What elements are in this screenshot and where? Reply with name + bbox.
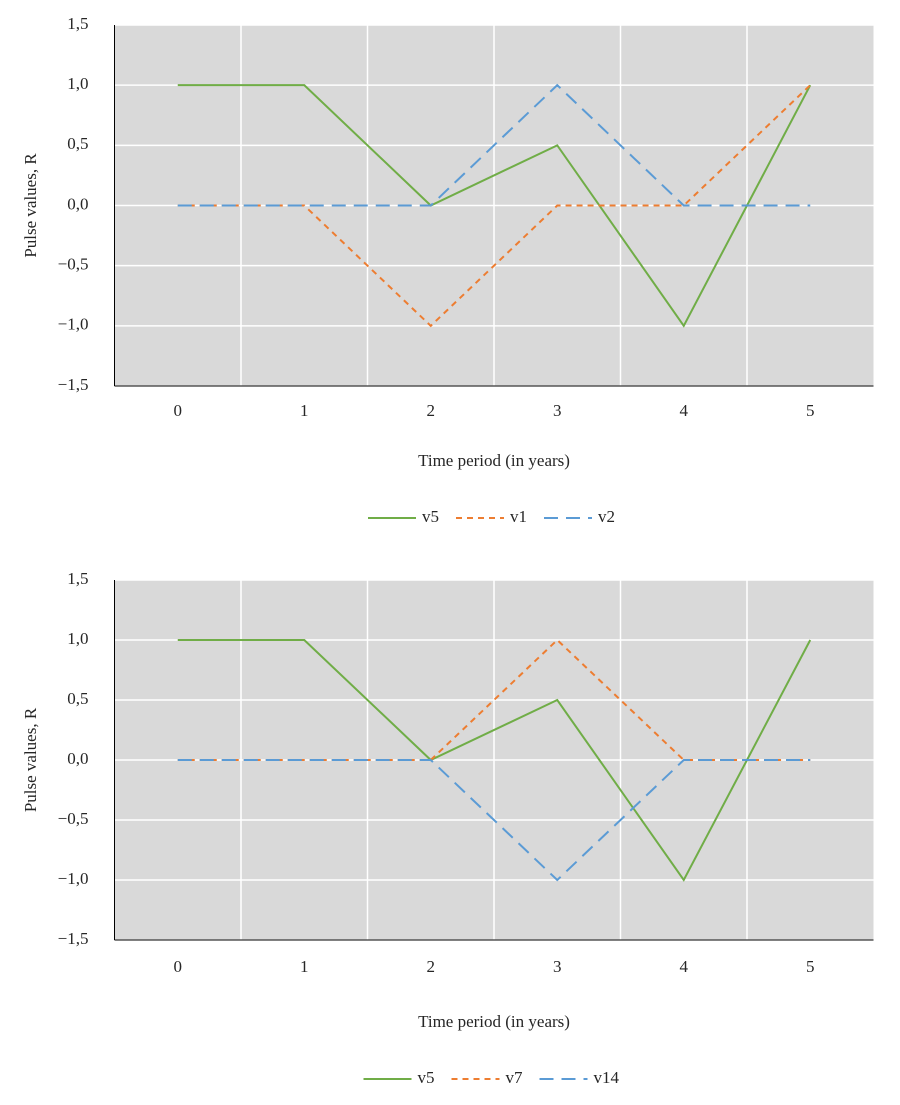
y-tick-label: 1,0 [67,74,88,93]
y-tick-label: 1,0 [67,629,88,648]
x-tick-label: 1 [300,401,309,420]
y-tick-label: 0,5 [67,134,88,153]
x-tick-label: 1 [300,957,309,976]
y-tick-label: 0,0 [67,194,88,213]
y-tick-label: −1,0 [58,315,89,334]
x-tick-label: 2 [427,957,436,976]
x-tick-label: 5 [806,957,815,976]
legend-label: v5 [418,1068,435,1087]
y-tick-label: 1,5 [67,14,88,33]
x-tick-label: 2 [427,401,436,420]
series-line [177,83,811,207]
y-tick-label: −1,5 [58,929,89,948]
series-line [177,84,811,328]
y-tick-label: −0,5 [58,809,89,828]
legend-label: v5 [422,507,439,526]
x-axis-label: Time period (in years) [418,451,570,470]
y-tick-label: 0,0 [67,749,88,768]
legend-label: v7 [506,1068,524,1087]
x-tick-label: 4 [680,957,689,976]
y-axis-label: Pulse values, R [21,707,40,812]
y-axis-label: Pulse values, R [21,153,40,258]
y-tick-label: −0,5 [58,255,89,274]
legend-label: v2 [598,507,615,526]
legend-label: v14 [594,1068,620,1087]
x-tick-label: 5 [806,401,815,420]
y-tick-label: 1,5 [67,569,88,588]
series-line [177,639,812,882]
y-tick-label: −1,0 [58,869,89,888]
series-line [177,84,812,328]
series-line [177,759,811,882]
x-tick-label: 0 [174,401,183,420]
x-tick-label: 3 [553,957,562,976]
y-tick-label: 0,5 [67,689,88,708]
x-tick-label: 4 [680,401,689,420]
legend-label: v1 [510,507,527,526]
x-axis-label: Time period (in years) [418,1012,570,1031]
x-tick-label: 0 [174,957,183,976]
x-tick-label: 3 [553,401,562,420]
y-tick-label: −1,5 [58,375,89,394]
